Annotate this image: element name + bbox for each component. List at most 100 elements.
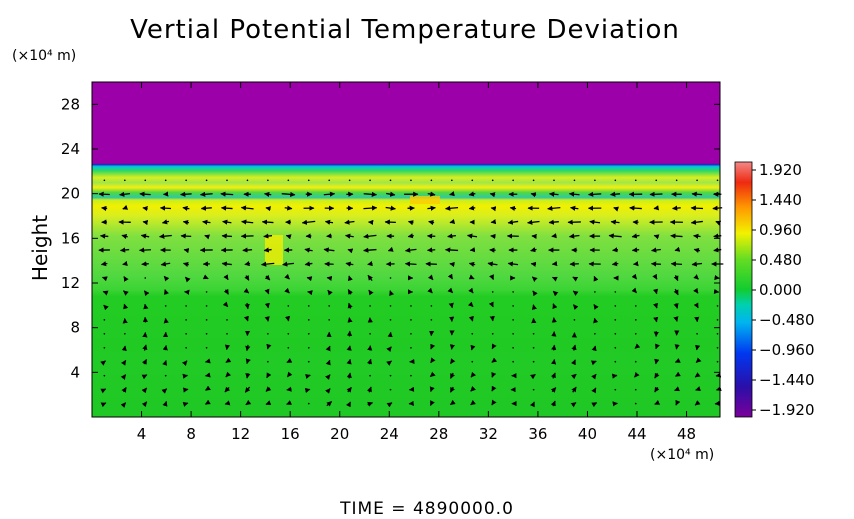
wind-vector [610,219,620,225]
wind-vector [301,219,316,225]
wind-vector [119,247,130,253]
wind-vector [491,371,497,378]
wind-vector [284,315,291,322]
wind-vector [570,359,576,366]
wind-vector [264,288,270,295]
wind-vector [491,357,498,363]
vector-dot [144,277,147,279]
vector-dot [634,179,637,182]
wind-vector [654,358,660,365]
vector-dot [430,179,433,182]
wind-vector [674,386,680,392]
wind-vector [265,400,272,406]
wind-vector [591,345,597,352]
wind-vector [159,205,172,211]
wind-vector [281,191,296,197]
wind-vector [245,344,251,352]
wind-vector [670,233,683,239]
vector-dot [696,333,698,335]
wind-vector [284,287,290,294]
wind-vector [367,358,373,365]
wind-vector [673,303,679,309]
wind-vector [530,261,537,267]
vector-dot [205,291,208,293]
wind-vector [530,373,536,380]
wind-vector [568,191,580,197]
wind-vector [672,205,681,211]
vector-dot [267,333,269,335]
wind-vector [367,401,374,407]
wind-vector [489,192,496,198]
wind-vector [629,205,642,211]
wind-vector [123,290,129,296]
wind-vector [468,315,474,322]
wind-vector [347,302,353,309]
x-axis: 4 8 12 16 20 24 28 32 36 40 44 48 [137,82,696,443]
wind-vector [141,261,149,267]
wind-vector [653,205,660,211]
wind-vector [427,247,436,253]
wind-vector [550,387,557,393]
vector-dot [512,333,514,335]
wind-vector [225,371,231,378]
wind-vector [695,357,702,364]
wind-vector [429,371,436,378]
colorbar-label: 1.920 [759,161,802,179]
vector-dot [307,402,310,405]
wind-vector [552,290,559,297]
vector-dot [430,319,433,321]
wind-vector [691,191,703,197]
wind-vector [427,191,436,197]
x-tick-label: 48 [677,425,696,443]
wind-vector [220,191,234,197]
wind-vector [447,287,454,294]
wind-vector [550,400,556,407]
wind-vector [509,205,517,212]
wind-vector [690,219,703,225]
wind-vector [593,317,599,324]
wind-vector [163,317,169,324]
wind-vector [363,233,377,239]
wind-vector [367,345,373,351]
vector-dot [287,179,290,182]
wind-vector [182,387,189,393]
vector-dot [185,179,187,182]
wind-vector [468,287,474,294]
vector-dot [573,319,576,321]
colorbar-label: 0.480 [759,251,802,269]
plot-area [91,81,724,418]
y-tick-label: 4 [70,363,80,381]
wind-vector [468,274,475,280]
wind-vector [161,388,168,394]
vector-dot [328,305,331,307]
wind-vector [326,275,333,281]
wind-vector [652,288,659,295]
wind-vector [163,275,170,282]
wind-vector [611,261,619,267]
vector-dot [410,346,412,349]
wind-vector [654,386,660,393]
wind-vector [366,386,372,393]
vector-dot [205,333,208,335]
vector-dot [410,333,412,335]
wind-vector [221,233,232,239]
wind-vector [531,276,538,282]
wind-vector [449,399,456,406]
vector-dot [246,179,249,182]
wind-vector [182,401,189,407]
wind-vector [306,276,313,282]
wind-vector [552,303,558,310]
wind-vector [120,359,127,366]
wind-vector [507,261,519,267]
wind-vector [120,374,127,380]
wind-vector [182,219,190,226]
vector-dot [369,179,371,182]
wind-vector [245,399,252,406]
vector-dot [573,179,576,182]
wind-vector [693,233,701,239]
vector-dot [205,319,208,321]
wind-vector [591,387,597,394]
vector-dot [675,179,678,182]
vector-dot [491,179,494,182]
wind-vector [326,401,333,407]
